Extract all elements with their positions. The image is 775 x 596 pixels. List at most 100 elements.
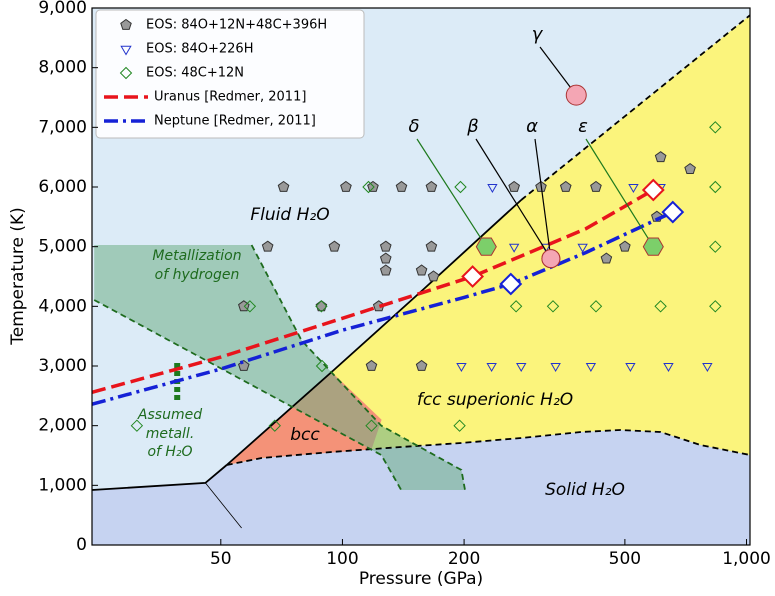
eos-point [589,300,603,313]
eos-point [261,240,274,252]
region-label: metall. [146,426,195,442]
eos-point [508,180,520,192]
legend-marker [120,18,132,30]
y-tick-label: 6,000 [38,177,87,197]
phase-boundary [205,482,242,529]
annotation-leader [475,138,552,259]
eos-point [559,180,572,192]
x-tick-label: 50 [210,549,232,569]
legend-label: EOS: 84O+12N+48C+396H [146,18,327,33]
eos-point [702,363,713,372]
region-label: Assumed [137,407,202,423]
annotation-label: β [466,116,479,137]
region-label: Solid H₂O [545,480,625,500]
annotated-point [565,84,587,106]
y-tick-label: 9,000 [38,0,87,18]
annotated-point [475,237,497,256]
eos-point [508,243,520,253]
y-tick-label: 4,000 [38,296,87,316]
eos-point [619,240,631,252]
eos-point [277,180,290,192]
eos-point [365,419,378,432]
legend-marker [120,45,132,56]
phase-boundary [520,14,750,201]
y-tick-label: 8,000 [38,58,87,78]
eos-point [454,180,467,194]
eos-point [379,252,392,264]
x-tick-label: 500 [609,549,641,569]
eos-point [663,363,674,372]
x-tick-label: 200 [448,549,480,569]
eos-point [684,162,696,174]
region-label: of H₂O [147,444,192,460]
legend-label: Uranus [Redmer, 2011] [154,90,306,105]
legend-label: Neptune [Redmer, 2011] [154,114,316,129]
y-axis-label: Temperature (K) [8,207,28,346]
annotation-label: γ [532,24,544,45]
eos-point [585,363,597,373]
eos-point [130,419,144,432]
eos-point [328,240,341,252]
annotation-label: ε [578,116,588,137]
eos-point [268,419,282,432]
eos-point [709,300,722,313]
eos-point [516,363,527,372]
eos-point [709,121,722,134]
x-tick-label: 1,000 [722,549,771,569]
eos-point [379,240,392,252]
eos-point [486,363,497,372]
region-label: bcc [290,425,320,445]
model-point [641,178,665,202]
eos-point [509,300,523,313]
phase-boundary [93,299,402,491]
model-line [92,210,674,406]
phase-boundary [226,429,750,466]
region-label: Metallization [152,248,241,264]
model-line [92,188,655,394]
y-tick-label: 2,000 [38,416,87,436]
eos-point [546,300,560,313]
eos-point [379,264,392,276]
eos-point [487,184,498,194]
eos-point [415,359,428,371]
y-tick-label: 3,000 [38,356,87,376]
model-point [661,200,685,224]
eos-point [427,270,440,282]
y-tick-label: 1,000 [38,475,87,495]
eos-point [625,363,636,373]
y-tick-label: 7,000 [38,117,87,137]
region-label: of hydrogen [155,267,240,283]
overlay: γ δ β α ε Fluid H₂O Metallization of hydrogen bc… [38,0,771,569]
x-tick-label: 100 [326,549,358,569]
eos-point [315,359,329,373]
eos-point [654,151,667,163]
eos-point [453,419,466,432]
annotated-point [642,237,664,256]
annotated-point [541,249,561,269]
eos-point [628,184,639,193]
legend-marker [119,66,133,80]
eos-point [709,180,722,194]
eos-point [362,180,375,194]
region-label: fcc superionic H₂O [417,390,573,410]
annotation-label: α [526,116,538,137]
phase-region [94,245,465,490]
eos-point [654,300,667,313]
region-label: Fluid H₂O [250,205,329,225]
eos-point [365,359,378,371]
eos-point [577,243,588,253]
eos-point [590,180,602,192]
annotation-label: δ [408,116,419,137]
eos-point [550,363,561,372]
eos-point [600,252,613,264]
model-point [461,265,485,288]
phase-boundary [250,244,466,491]
legend-label: EOS: 84O+226H [146,42,253,57]
annotation-leader [416,138,487,247]
eos-point [395,180,408,192]
eos-point [456,363,467,372]
annotation-leader [534,138,552,259]
eos-point [415,264,428,276]
plot-frame [91,7,751,546]
legend-box [95,9,365,139]
